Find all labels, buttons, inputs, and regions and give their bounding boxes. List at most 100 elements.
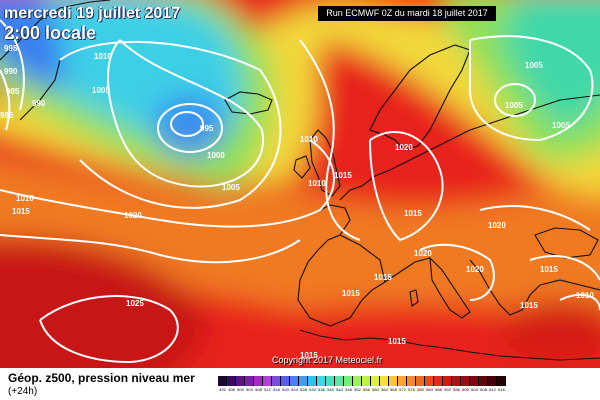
color-scale-tick-label: 560	[372, 387, 379, 392]
color-scale-swatch	[443, 376, 452, 386]
color-scale-swatch	[470, 376, 479, 386]
color-scale-swatch	[461, 376, 470, 386]
color-scale-swatch	[218, 376, 227, 386]
color-scale-tick-label: 604	[471, 387, 478, 392]
pressure-label: 1010	[576, 291, 594, 300]
color-scale-swatch	[380, 376, 389, 386]
pressure-label: 1010	[300, 135, 318, 144]
color-scale-bar	[218, 376, 506, 386]
pressure-label: 1005	[92, 86, 110, 95]
color-scale-swatch	[335, 376, 344, 386]
pressure-label: 1005	[505, 101, 523, 110]
color-scale-swatch	[344, 376, 353, 386]
forecast-date: mercredi 19 juillet 2017	[4, 5, 181, 22]
color-scale-swatch	[299, 376, 308, 386]
color-scale-swatch	[281, 376, 290, 386]
color-scale-tick-label: 516	[273, 387, 280, 392]
color-scale-tick-label: 504	[246, 387, 253, 392]
forecast-time: 2:00 locale	[4, 23, 97, 43]
legend-title: Géop. z500, pression niveau mer	[8, 371, 195, 385]
color-scale-tick-label: 536	[318, 387, 325, 392]
pressure-label: 1015	[300, 351, 318, 360]
pressure-label: 1020	[395, 143, 413, 152]
color-scale-tick-label: 572	[399, 387, 406, 392]
isobars	[0, 19, 600, 364]
pressure-label: 1010	[308, 179, 326, 188]
color-scale-tick-label: 540	[327, 387, 334, 392]
run-info-box: Run ECMWF 0Z du mardi 18 juillet 2017	[318, 6, 496, 21]
color-scale-tick-label: 588	[435, 387, 442, 392]
color-scale-swatch	[326, 376, 335, 386]
color-scale-swatch	[263, 376, 272, 386]
color-scale-swatch	[236, 376, 245, 386]
pressure-label: 995	[200, 124, 214, 133]
pressure-label: 1000	[207, 151, 225, 160]
color-scale-tick-label: 524	[291, 387, 298, 392]
pressure-label: 1020	[466, 265, 484, 274]
color-scale-swatch	[308, 376, 317, 386]
color-scale-tick-label: 544	[336, 387, 343, 392]
geopotential-field	[0, 0, 600, 368]
color-scale-swatch	[479, 376, 488, 386]
color-scale-tick-label: 584	[426, 387, 433, 392]
pressure-label: 990	[32, 99, 46, 108]
pressure-label: 1025	[126, 299, 144, 308]
color-scale-tick-label: 568	[390, 387, 397, 392]
color-scale-tick-label: 532	[309, 387, 316, 392]
color-scale-swatch	[254, 376, 263, 386]
pressure-label: 1010	[16, 194, 34, 203]
color-scale-tick-label: 580	[417, 387, 424, 392]
weather-map: 995 990 985 985 990 1010 1005 995 1000 1…	[0, 0, 600, 368]
color-scale-tick-label: 600	[462, 387, 469, 392]
copyright-text: Copyright 2017 Meteociel.fr	[272, 355, 383, 365]
pressure-label: 1015	[342, 289, 360, 298]
color-scale-swatch	[425, 376, 434, 386]
color-scale-swatch	[227, 376, 236, 386]
color-scale-tick-label: 596	[453, 387, 460, 392]
color-scale-tick-label: 548	[345, 387, 352, 392]
color-scale-swatch	[272, 376, 281, 386]
color-scale-swatch	[317, 376, 326, 386]
color-scale-tick-label: 520	[282, 387, 289, 392]
legend-subtitle: (+24h)	[8, 386, 38, 397]
color-scale-swatch	[245, 376, 254, 386]
pressure-label: 1015	[334, 171, 352, 180]
color-scale-swatch	[488, 376, 497, 386]
color-scale-tick-label: 592	[444, 387, 451, 392]
pressure-label: 1015	[520, 301, 538, 310]
pressure-label: 1005	[525, 61, 543, 70]
color-scale-swatch	[353, 376, 362, 386]
color-scale-ticks: 492 496 500 504 508 512 516 520 524 528 532 536 540 5…	[218, 387, 506, 392]
pressure-label: 1015	[374, 273, 392, 282]
color-scale-swatch	[398, 376, 407, 386]
pressure-label: 985	[6, 87, 20, 96]
color-scale-tick-label: 500	[237, 387, 244, 392]
pressure-label: 1020	[414, 249, 432, 258]
pressure-label: 995	[4, 44, 18, 53]
map-canvas: 995 990 985 985 990 1010 1005 995 1000 1…	[0, 0, 600, 368]
color-scale-swatch	[407, 376, 416, 386]
color-scale-swatch	[452, 376, 461, 386]
color-scale-tick-label: 492	[219, 387, 226, 392]
pressure-label: 1005	[552, 121, 570, 130]
color-scale-tick-label: 556	[363, 387, 370, 392]
color-scale-tick-label: 508	[255, 387, 262, 392]
pressure-label: 985	[0, 111, 14, 120]
color-scale-swatch	[434, 376, 443, 386]
color-scale-swatch	[416, 376, 425, 386]
pressure-labels: 995 990 985 985 990 1010 1005 995 1000 1…	[0, 44, 594, 360]
color-scale-tick-label: 528	[300, 387, 307, 392]
legend-panel: Géop. z500, pression niveau mer (+24h) 4…	[0, 368, 600, 400]
pressure-label: 1015	[540, 265, 558, 274]
pressure-label: 1015	[388, 337, 406, 346]
pressure-label: 1005	[222, 183, 240, 192]
color-scale-tick-label: 496	[228, 387, 235, 392]
color-scale-swatch	[362, 376, 371, 386]
color-scale-tick-label: 612	[489, 387, 496, 392]
pressure-label: 1020	[124, 211, 142, 220]
pressure-label: 1015	[404, 209, 422, 218]
pressure-label: 990	[4, 67, 18, 76]
color-scale-swatch	[389, 376, 398, 386]
pressure-label: 1010	[94, 52, 112, 61]
color-scale-tick-label: 576	[408, 387, 415, 392]
